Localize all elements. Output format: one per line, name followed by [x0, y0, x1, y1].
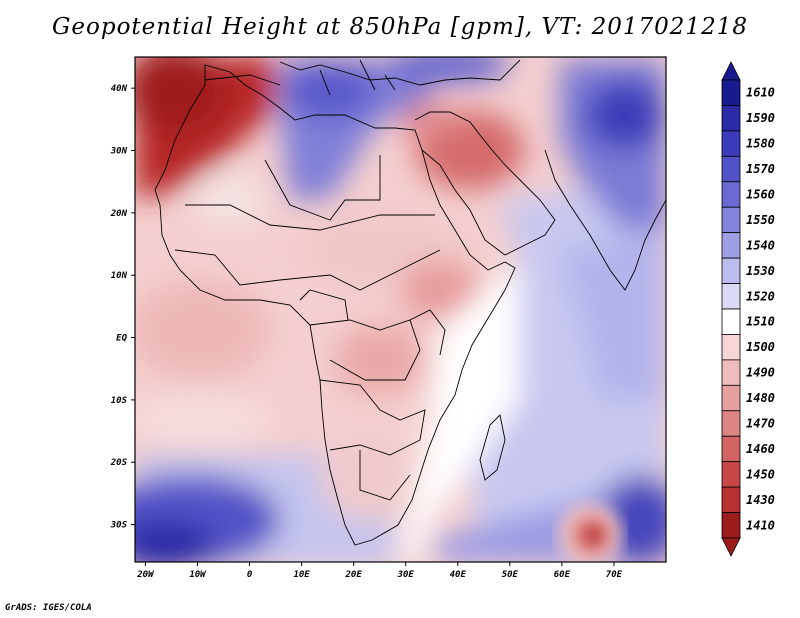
lat-tick-label: 30S — [110, 521, 128, 531]
colorbar-label: 1490 — [746, 366, 775, 380]
lat-tick-label: 40N — [111, 84, 128, 94]
colorbar-swatch — [721, 359, 741, 386]
colorbar-swatch — [721, 384, 741, 412]
colorbar-label: 1470 — [746, 417, 775, 431]
lon-tick-label: 20E — [345, 570, 363, 580]
colorbar-label: 1410 — [746, 518, 775, 532]
map-title: Geopotential Height at 850hPa [gpm], VT:… — [52, 14, 748, 40]
colorbar-label: 1500 — [746, 340, 775, 354]
colorbar-label: 1450 — [746, 467, 775, 481]
plot-frame — [134, 56, 667, 563]
colorbar-swatch — [721, 206, 741, 234]
height-field — [135, 57, 666, 562]
colorbar-label: 1580 — [746, 137, 775, 151]
colorbar-label: 1540 — [746, 238, 775, 252]
colorbar-swatch — [721, 486, 741, 513]
colorbar-swatch — [721, 232, 741, 259]
colorbar-label: 1590 — [746, 111, 775, 125]
colorbar-label: 1510 — [746, 315, 775, 329]
lat-tick-label: 20S — [110, 458, 128, 468]
lon-tick-label: 40E — [450, 570, 467, 580]
colorbar-label: 1480 — [746, 391, 775, 405]
lon-tick-label: 0 — [247, 570, 253, 580]
colorbar: 1610 1590 1580 1570 1560 1550 1540 1530 1520 1510… — [721, 61, 775, 557]
colorbar-swatch — [721, 155, 741, 183]
lon-tick-label: 50E — [502, 570, 519, 580]
colorbar-swatch — [721, 130, 741, 157]
footer-credit: GrADS: IGES/COLA — [5, 603, 92, 613]
colorbar-swatch — [721, 512, 741, 539]
lat-tick-label: 10S — [111, 396, 128, 406]
coastlines — [154, 59, 666, 546]
colorbar-label: 1560 — [746, 188, 775, 202]
colorbar-swatch — [721, 181, 741, 208]
lat-tick-label: 20N — [110, 209, 128, 219]
colorbar-swatch — [721, 79, 741, 106]
lon-tick-label: 10W — [189, 570, 207, 580]
lon-tick-label: 60E — [554, 570, 571, 580]
lat-tick-label: 30N — [110, 147, 128, 157]
colorbar-swatch — [721, 257, 741, 284]
latitude-axis: 40N 30N 20N 10N EQ 10S 20S 30S — [110, 84, 135, 531]
lon-tick-label: 10E — [293, 570, 310, 580]
colorbar-label: 1520 — [746, 289, 775, 303]
colorbar-swatch — [721, 308, 741, 335]
colorbar-swatch — [721, 410, 741, 437]
lon-tick-label: 20W — [136, 570, 155, 580]
longitude-axis: 20W 10W 0 10E 20E 30E 40E 50E 60E 70E — [136, 562, 623, 580]
colorbar-label: 1570 — [746, 162, 775, 176]
colorbar-label: 1460 — [746, 442, 775, 456]
colorbar-swatch — [721, 334, 741, 361]
colorbar-top-arrow — [721, 61, 741, 81]
colorbar-label: 1610 — [746, 86, 775, 100]
colorbar-swatch — [721, 105, 741, 132]
lon-tick-label: 70E — [606, 570, 623, 580]
colorbar-swatch — [721, 283, 741, 310]
lon-tick-label: 30E — [397, 570, 415, 580]
lat-tick-label: EQ — [116, 334, 127, 344]
colorbar-bottom-arrow — [721, 537, 741, 557]
colorbar-label: 1530 — [746, 264, 775, 278]
colorbar-label: 1430 — [746, 493, 775, 507]
colorbar-swatch — [721, 461, 741, 488]
lat-tick-label: 10N — [111, 271, 128, 281]
colorbar-label: 1550 — [746, 213, 775, 227]
colorbar-swatch — [721, 435, 741, 463]
